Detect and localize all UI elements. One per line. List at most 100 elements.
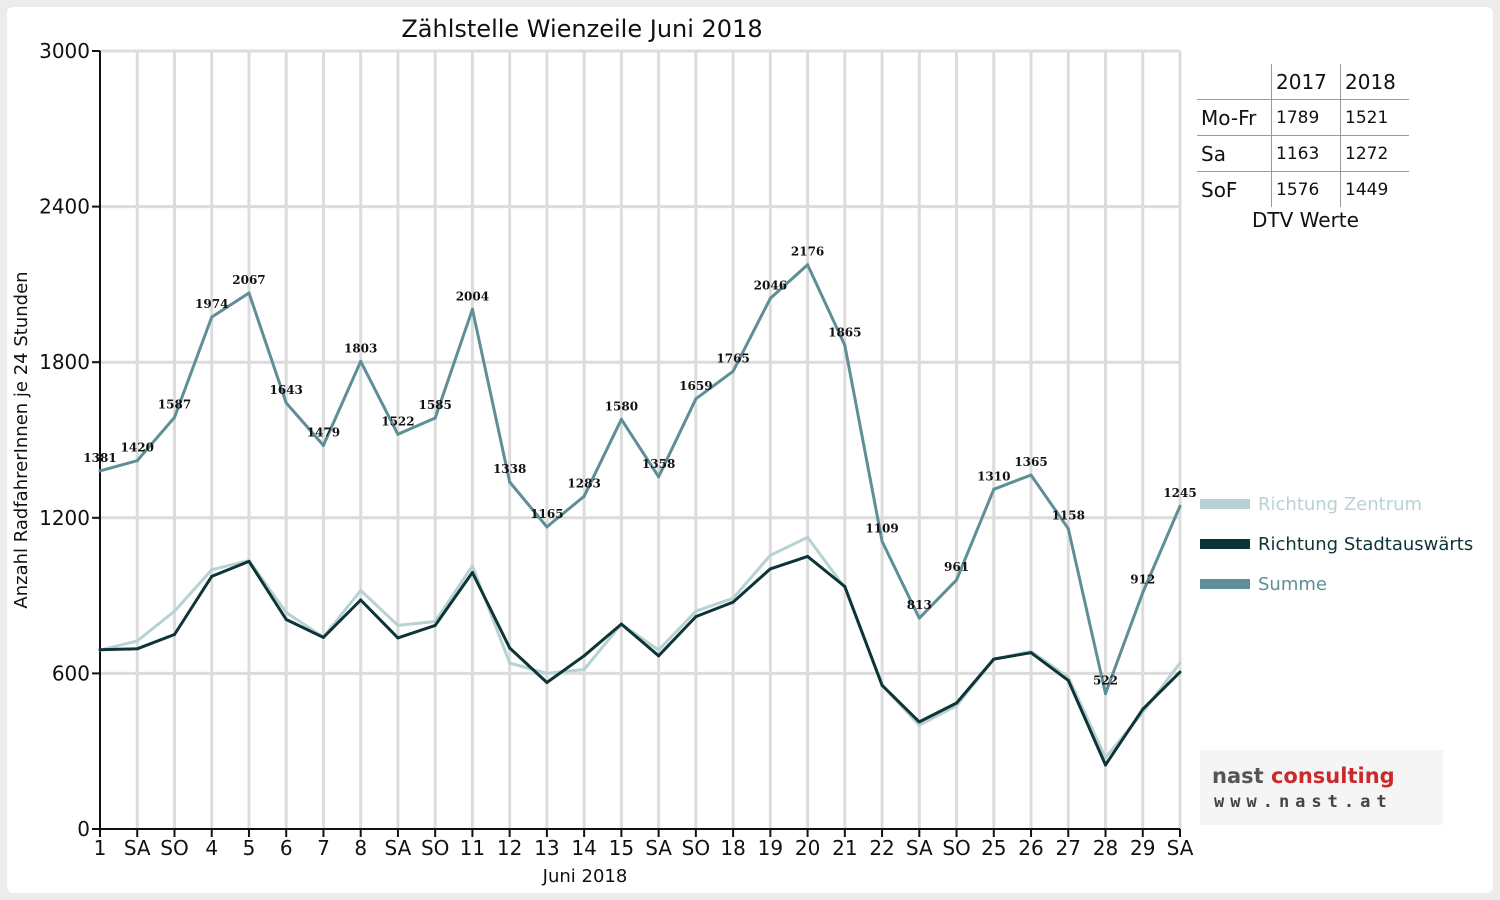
series-point-1 <box>582 654 586 658</box>
series-point-1 <box>359 598 363 602</box>
series-point-2 <box>545 525 549 529</box>
series-point-1 <box>135 647 139 651</box>
series-point-2 <box>1178 504 1182 508</box>
series-point-2 <box>582 494 586 498</box>
series-point-0 <box>731 596 735 600</box>
data-label: 2046 <box>754 278 787 292</box>
series-point-0 <box>470 564 474 568</box>
legend-item-stadtauswaerts: Richtung Stadtauswärts <box>1200 532 1473 556</box>
data-label: 1420 <box>121 441 154 455</box>
series-point-0 <box>694 609 698 613</box>
series-point-2 <box>98 469 102 473</box>
dtv-row: Mo-Fr 1789 1521 <box>1197 99 1409 136</box>
dtv-caption: DTV Werte <box>1252 208 1359 232</box>
series-point-2 <box>694 397 698 401</box>
series-point-0 <box>806 535 810 539</box>
series-line-1 <box>99 554 1182 767</box>
x-tick-label: 1 <box>94 836 107 860</box>
dtv-header-row: 2017 2018 <box>1197 64 1409 100</box>
series-point-1 <box>433 623 437 627</box>
series-line-0 <box>99 535 1182 760</box>
series-point-0 <box>657 648 661 652</box>
series-point-2 <box>470 307 474 311</box>
legend-label-summe: Summe <box>1258 573 1327 595</box>
series-point-2 <box>768 296 772 300</box>
x-tick-label: 25 <box>981 836 1006 860</box>
data-label: 1245 <box>1163 486 1196 500</box>
series-point-2 <box>172 415 176 419</box>
dtv-cell-2017: 1789 <box>1271 99 1341 136</box>
series-point-2 <box>806 263 810 267</box>
data-label: 1659 <box>679 379 712 393</box>
data-label: 1109 <box>865 521 898 535</box>
x-tick-label: SO <box>421 836 449 860</box>
x-tick-label: 7 <box>317 836 330 860</box>
data-label: 1365 <box>1014 455 1047 469</box>
data-label: 1358 <box>642 457 675 471</box>
dtv-cell-2018: 1449 <box>1340 171 1409 207</box>
y-tick-label: 0 <box>77 817 90 841</box>
x-tick-label: 18 <box>720 836 745 860</box>
data-label: 1803 <box>344 341 377 355</box>
series-point-1 <box>992 657 996 661</box>
series-point-1 <box>98 648 102 652</box>
legend-swatch-stadtauswaerts <box>1200 539 1250 549</box>
x-tick-label: 13 <box>534 836 559 860</box>
data-label: 912 <box>1130 572 1155 586</box>
series-point-2 <box>955 578 959 582</box>
data-label: 1585 <box>418 398 451 412</box>
data-label: 1310 <box>977 469 1010 483</box>
series-point-0 <box>359 588 363 592</box>
x-tick-label: SA <box>906 836 933 860</box>
series-point-1 <box>545 680 549 684</box>
dtv-row-label: Mo-Fr <box>1197 99 1272 136</box>
series-point-1 <box>657 654 661 658</box>
x-tick-label: SO <box>160 836 188 860</box>
x-tick-label: SO <box>682 836 710 860</box>
series-point-1 <box>396 636 400 640</box>
series-point-1 <box>172 633 176 636</box>
x-tick-label: 8 <box>354 836 367 860</box>
data-label: 1974 <box>195 297 228 311</box>
legend-swatch-summe <box>1200 579 1250 589</box>
series-point-1 <box>768 567 772 571</box>
series-point-1 <box>843 585 847 589</box>
x-tick-label: 4 <box>205 836 218 860</box>
series-point-1 <box>619 622 623 626</box>
data-label: 522 <box>1093 674 1118 688</box>
series-point-1 <box>1066 678 1070 682</box>
data-label: 1643 <box>270 383 303 397</box>
series-point-1 <box>806 554 810 558</box>
dtv-row-label: SoF <box>1201 177 1238 202</box>
series-point-0 <box>172 609 176 613</box>
series-point-0 <box>582 668 586 672</box>
logo-url: www.nast.at <box>1214 792 1393 812</box>
series-point-2 <box>992 487 996 491</box>
y-tick-label: 600 <box>52 661 90 685</box>
series-point-0 <box>1178 661 1182 665</box>
x-tick-label: SO <box>942 836 970 860</box>
series-point-1 <box>247 559 251 563</box>
data-label: 1158 <box>1052 509 1085 523</box>
series-point-1 <box>210 574 214 578</box>
dtv-header-blank <box>1197 64 1272 100</box>
series-point-1 <box>1178 670 1182 674</box>
series-point-1 <box>955 701 959 705</box>
data-label: 2067 <box>232 273 265 287</box>
series-point-2 <box>1104 692 1108 696</box>
data-label: 1381 <box>83 451 116 465</box>
series-point-2 <box>284 401 288 405</box>
series-point-2 <box>917 616 921 620</box>
dtv-cell-2017: 1163 <box>1271 135 1341 172</box>
chart-title: Zählstelle Wienzeile Juni 2018 <box>401 15 762 43</box>
x-tick-label: 12 <box>497 836 522 860</box>
series-point-1 <box>1141 707 1145 711</box>
legend-item-zentrum: Richtung Zentrum <box>1200 492 1422 516</box>
dtv-header-2018: 2018 <box>1340 64 1409 100</box>
data-label: 1479 <box>307 425 340 439</box>
x-tick-label: 5 <box>243 836 256 860</box>
y-tick-label: 3000 <box>39 39 90 63</box>
series-point-2 <box>657 475 661 479</box>
series-point-2 <box>731 369 735 373</box>
x-tick-label: 15 <box>609 836 634 860</box>
